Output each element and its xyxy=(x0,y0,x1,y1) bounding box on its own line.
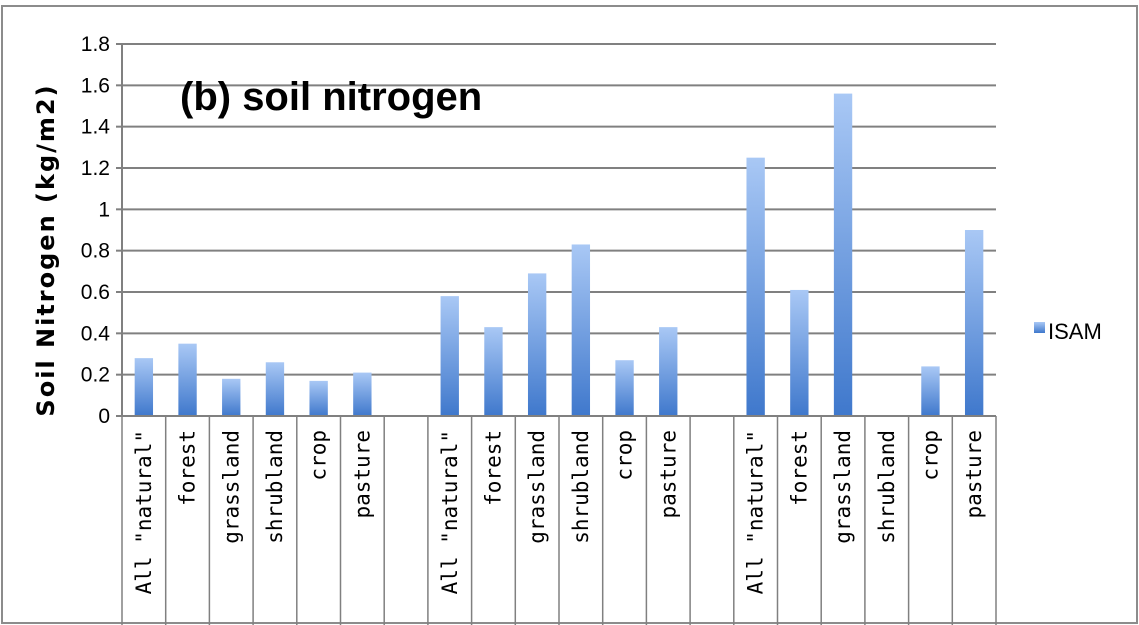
x-category-label: pasture xyxy=(350,430,374,519)
y-tick-label: 0.8 xyxy=(81,240,110,263)
bar xyxy=(134,358,154,416)
y-tick-label: 0 xyxy=(98,405,110,428)
axes xyxy=(116,43,997,625)
x-category-label: grassland xyxy=(525,430,549,544)
bars xyxy=(134,93,984,416)
x-category-label: forest xyxy=(176,430,200,506)
bar xyxy=(353,372,372,416)
y-tick-label: 1.4 xyxy=(81,116,111,139)
bar xyxy=(484,327,503,416)
y-tick-label: 1.2 xyxy=(81,157,110,180)
bar xyxy=(309,380,328,416)
bar xyxy=(265,362,285,416)
y-axis-label: Soil Nitrogen (kg/m2) xyxy=(32,83,60,416)
bar xyxy=(746,157,765,416)
x-category-label: crop xyxy=(307,430,331,481)
x-category-label: All "natural" xyxy=(438,430,462,594)
y-tick-label: 1.8 xyxy=(81,33,110,56)
chart-title: (b) soil nitrogen xyxy=(180,75,482,119)
bar xyxy=(222,378,241,416)
x-category-label: All "natural" xyxy=(132,430,156,594)
y-tick-labels: 0 0.2 0.4 0.6 0.8 1 1.2 1.4 1.6 1.8 xyxy=(81,33,111,428)
bar xyxy=(615,360,634,416)
x-category-labels: All "natural" forest grassland shrubland cro… xyxy=(132,430,986,594)
chart-border xyxy=(1,5,1138,624)
bar xyxy=(527,273,547,416)
y-tick-label: 0.2 xyxy=(81,364,110,387)
legend-label-isam: ISAM xyxy=(1048,319,1102,344)
x-category-label: crop xyxy=(613,430,637,481)
x-category-label: grassland xyxy=(219,430,243,544)
x-category-label: shrubland xyxy=(875,430,899,544)
bar xyxy=(440,296,459,416)
bar xyxy=(964,230,984,416)
x-category-label: grassland xyxy=(831,430,855,544)
x-category-label: shrubland xyxy=(569,430,593,544)
x-category-label: forest xyxy=(787,430,811,506)
x-category-label: crop xyxy=(918,430,942,481)
legend-swatch-isam xyxy=(1034,322,1045,333)
bar xyxy=(790,289,809,416)
bar xyxy=(571,244,591,416)
y-tick-label: 1.6 xyxy=(81,74,110,97)
y-tick-label: 1 xyxy=(98,198,110,221)
y-tick-label: 0.4 xyxy=(81,322,111,345)
x-category-label: pasture xyxy=(962,430,986,519)
legend: ISAM xyxy=(1034,319,1102,344)
x-category-label: shrubland xyxy=(263,430,287,544)
bar xyxy=(921,366,940,416)
bar xyxy=(833,93,853,416)
x-category-label: All "natural" xyxy=(744,430,768,594)
x-category-label: forest xyxy=(481,430,505,506)
x-category-label: pasture xyxy=(656,430,680,519)
y-tick-label: 0.6 xyxy=(81,281,110,304)
bar xyxy=(178,343,197,416)
bar xyxy=(659,327,678,416)
